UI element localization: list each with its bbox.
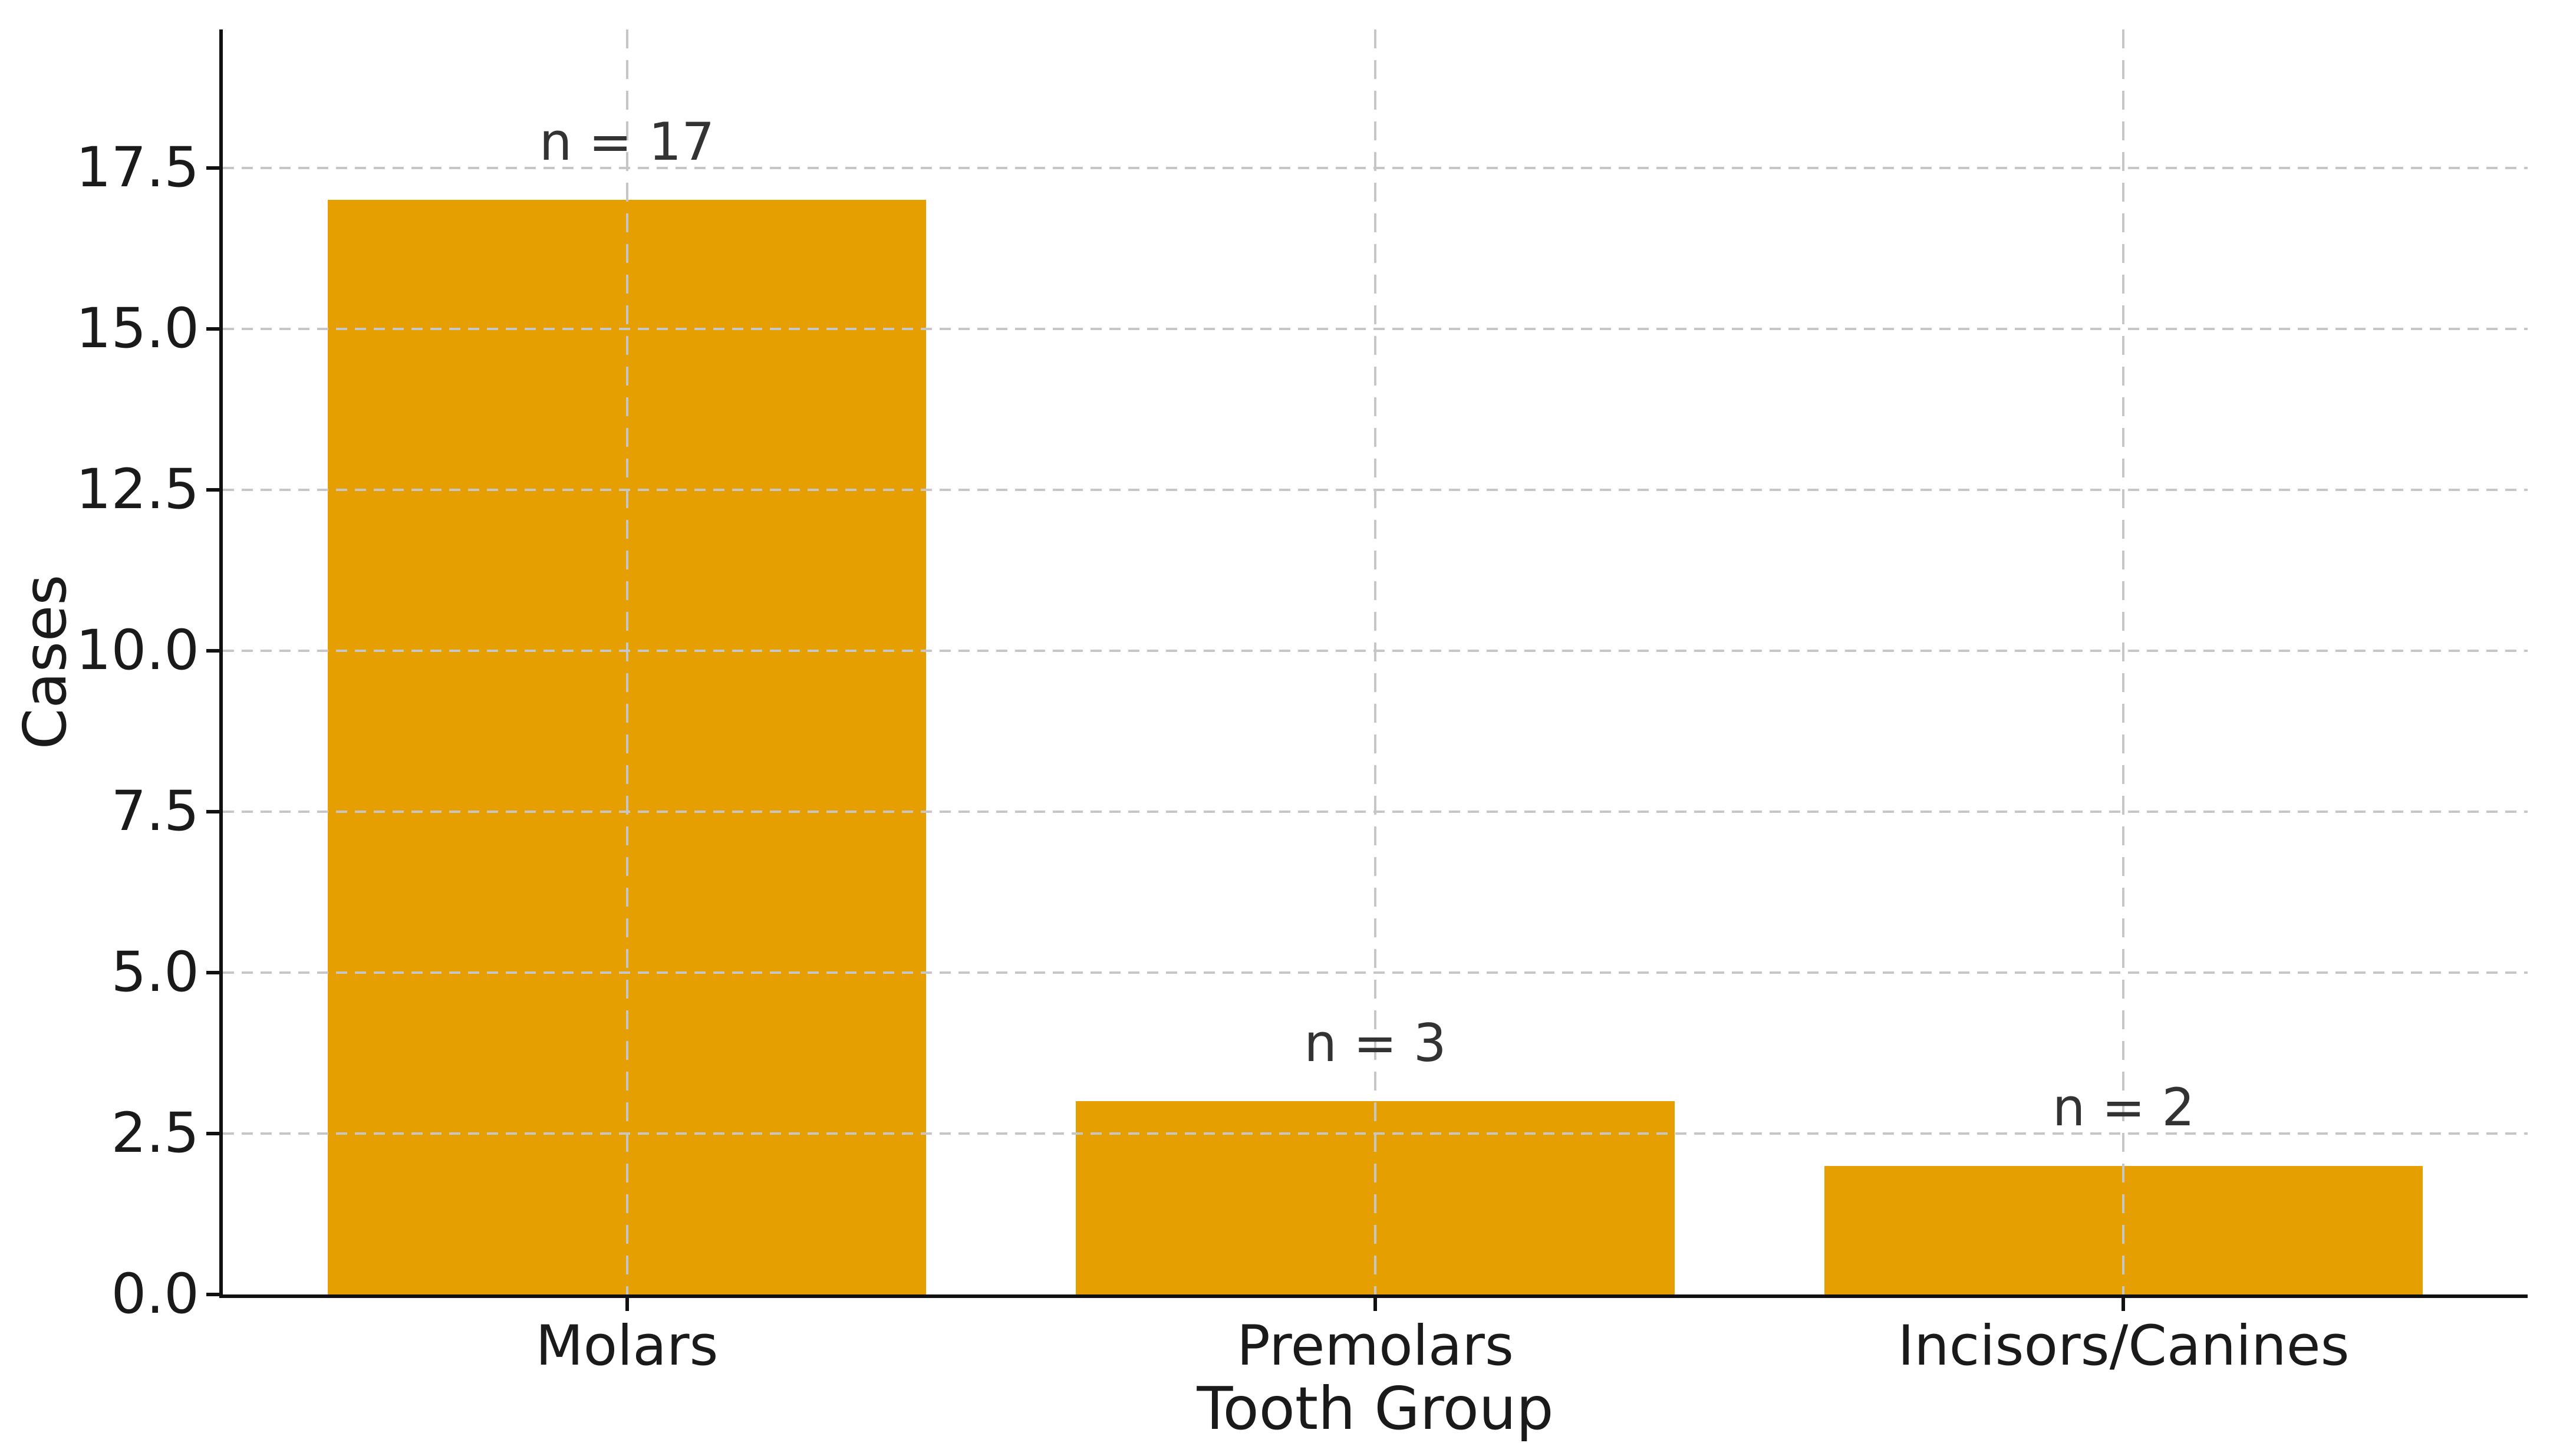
y-tick-mark xyxy=(206,487,219,492)
bar-1 xyxy=(1076,1101,1675,1294)
bar-annotation-2: n = 2 xyxy=(2052,1076,2195,1138)
y-tick-mark xyxy=(206,648,219,653)
y-tick-label: 15.0 xyxy=(75,296,199,361)
y-tick-mark xyxy=(206,809,219,813)
x-tick-label-2: Incisors/Canines xyxy=(1898,1314,2350,1378)
y-tick-mark xyxy=(206,327,219,331)
x-tick-mark xyxy=(625,1298,629,1311)
y-axis: 0.0 2.5 5.0 7.5 10.0 12.5 15.0 17.5 xyxy=(0,29,219,1322)
y-tick-label: 7.5 xyxy=(111,779,200,844)
bar-0 xyxy=(327,200,927,1294)
bar-2 xyxy=(1824,1165,2423,1294)
bar-annotation-0: n = 17 xyxy=(539,111,715,172)
x-axis-title: Tooth Group xyxy=(1197,1374,1554,1443)
y-tick-label: 5.0 xyxy=(111,940,200,1004)
x-tick-mark xyxy=(2122,1298,2126,1311)
y-tick-mark xyxy=(206,1131,219,1135)
plot-area: n = 17 n = 3 n = 2 xyxy=(219,29,2528,1298)
y-tick-mark xyxy=(206,1293,219,1296)
y-tick-label: 12.5 xyxy=(75,457,199,522)
x-tick-label-0: Molars xyxy=(535,1314,719,1378)
y-tick-label: 10.0 xyxy=(75,618,199,683)
y-tick-mark xyxy=(206,166,219,170)
y-axis-title: Cases xyxy=(11,574,80,750)
bar-annotation-1: n = 3 xyxy=(1304,1012,1447,1073)
y-tick-mark xyxy=(206,970,219,974)
y-tick-label: 2.5 xyxy=(111,1101,200,1165)
x-tick-label-1: Premolars xyxy=(1237,1314,1514,1378)
y-tick-label: 17.5 xyxy=(75,135,199,200)
x-tick-mark xyxy=(1373,1298,1377,1311)
y-tick-label: 0.0 xyxy=(111,1262,200,1326)
x-axis: Tooth Group Molars Premolars Incisors/Cani… xyxy=(223,1298,2528,1456)
